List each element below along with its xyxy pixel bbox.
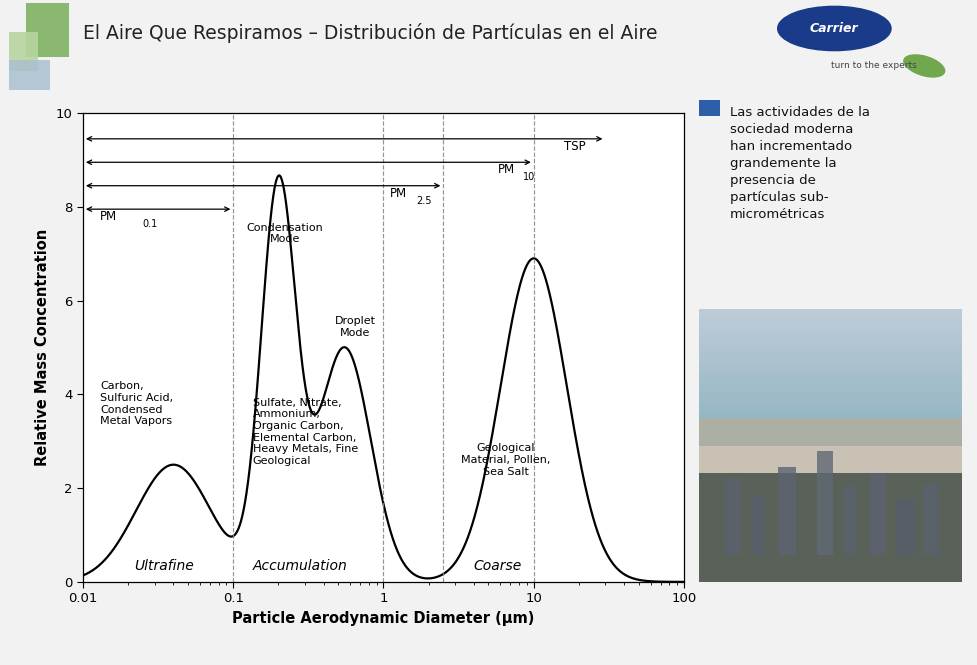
Text: Geological
Material, Pollen,
Sea Salt: Geological Material, Pollen, Sea Salt: [461, 444, 550, 477]
Bar: [699, 384, 962, 391]
Bar: [897, 500, 914, 555]
Text: Carbon,
Sulfuric Acid,
Condensed
Metal Vapors: Carbon, Sulfuric Acid, Condensed Metal V…: [101, 381, 173, 426]
Bar: [817, 451, 833, 555]
Text: Condensation
Mode: Condensation Mode: [246, 223, 323, 244]
Text: 2.5: 2.5: [416, 196, 432, 206]
Text: 0.1: 0.1: [143, 219, 158, 229]
Text: 10: 10: [523, 172, 535, 182]
Bar: [699, 357, 962, 364]
Bar: [751, 495, 764, 555]
Bar: [922, 483, 939, 555]
Bar: [699, 425, 962, 432]
Text: turn to the experts: turn to the experts: [830, 61, 916, 70]
Text: Accumulation: Accumulation: [253, 559, 348, 573]
Bar: [844, 487, 857, 555]
Bar: [699, 391, 962, 398]
Bar: [699, 323, 962, 330]
Bar: [699, 412, 962, 418]
Ellipse shape: [778, 7, 891, 51]
Bar: [699, 404, 962, 412]
Ellipse shape: [903, 55, 946, 78]
Bar: [871, 473, 886, 555]
Text: PM: PM: [498, 164, 515, 176]
Text: Coarse: Coarse: [474, 559, 522, 573]
Bar: [699, 378, 962, 384]
Bar: [699, 432, 962, 439]
Bar: [699, 473, 962, 582]
Bar: [699, 398, 962, 404]
Text: Droplet
Mode: Droplet Mode: [335, 317, 376, 338]
Text: Carrier: Carrier: [810, 22, 859, 35]
Bar: [699, 336, 962, 343]
Bar: [699, 100, 720, 116]
Text: PM: PM: [390, 187, 406, 199]
Bar: [699, 309, 962, 316]
Bar: [699, 330, 962, 336]
Text: El Aire Que Respiramos – Distribución de Partículas en el Aire: El Aire Que Respiramos – Distribución de…: [83, 23, 658, 43]
Text: Sulfate, Nitrate,
Ammonium,
Organic Carbon,
Elemental Carbon,
Heavy Metals, Fine: Sulfate, Nitrate, Ammonium, Organic Carb…: [253, 398, 359, 466]
Bar: [725, 478, 741, 555]
Text: Las actividades de la
sociedad moderna
han incrementado
grandemente la
presencia: Las actividades de la sociedad moderna h…: [730, 106, 871, 221]
Bar: [699, 418, 962, 487]
Bar: [699, 439, 962, 446]
Bar: [699, 350, 962, 357]
Text: Ultrafine: Ultrafine: [135, 559, 194, 573]
Bar: [25, 3, 68, 57]
Text: TSP: TSP: [565, 140, 586, 153]
Bar: [699, 316, 962, 323]
Bar: [699, 418, 962, 425]
Bar: [9, 32, 38, 70]
Bar: [699, 370, 962, 378]
Bar: [699, 343, 962, 350]
Bar: [9, 60, 51, 90]
Bar: [778, 467, 796, 555]
Bar: [699, 364, 962, 370]
Y-axis label: Relative Mass Concentration: Relative Mass Concentration: [35, 229, 50, 466]
Text: PM: PM: [101, 210, 117, 223]
X-axis label: Particle Aerodynamic Diameter (μm): Particle Aerodynamic Diameter (μm): [233, 611, 534, 626]
